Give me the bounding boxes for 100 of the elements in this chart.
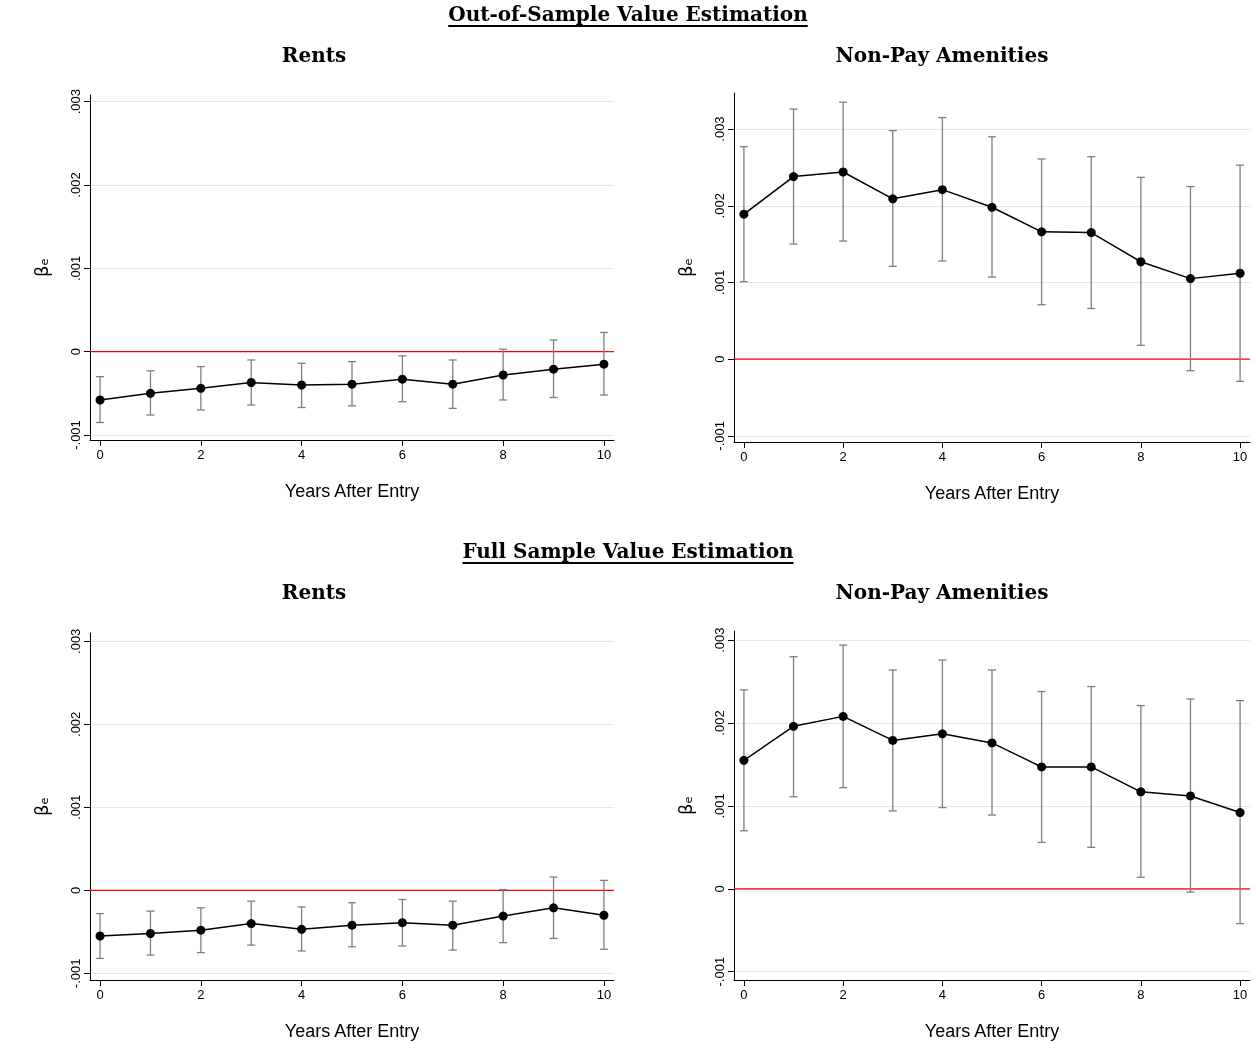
y-tick-label: .003 bbox=[712, 627, 727, 653]
y-tick-label: 0 bbox=[68, 886, 83, 894]
x-tick-label: 6 bbox=[398, 987, 406, 1002]
x-tick-label: 4 bbox=[938, 449, 946, 464]
point bbox=[196, 925, 206, 935]
x-tick-label: 0 bbox=[740, 987, 748, 1002]
y-tick-label: .001 bbox=[68, 794, 83, 820]
chart-title: Rents bbox=[281, 580, 347, 604]
x-tick-label: 6 bbox=[1038, 449, 1046, 464]
text: Full Sample Value Estimation bbox=[462, 539, 794, 563]
point bbox=[838, 167, 848, 177]
y-axis-title: βₑ bbox=[30, 258, 52, 277]
y-tick-label: .001 bbox=[712, 269, 727, 296]
x-tick-label: 6 bbox=[398, 447, 406, 462]
y-tick-label: -.001 bbox=[712, 956, 727, 987]
x-tick-label: 8 bbox=[499, 987, 507, 1002]
y-axis-title: βₑ bbox=[674, 258, 696, 277]
point bbox=[1185, 791, 1195, 801]
point bbox=[347, 379, 357, 389]
point bbox=[498, 911, 508, 921]
point bbox=[1037, 227, 1047, 237]
y-tick-label: .001 bbox=[68, 255, 83, 281]
point bbox=[599, 359, 609, 369]
y-tick-label: -.001 bbox=[68, 420, 83, 450]
point bbox=[397, 374, 407, 384]
x-tick-label: 2 bbox=[197, 987, 205, 1002]
y-tick-label: .002 bbox=[68, 172, 83, 198]
point bbox=[1235, 808, 1245, 818]
x-axis-title: Years After Entry bbox=[284, 1021, 420, 1041]
point bbox=[599, 910, 609, 920]
x-tick-label: 8 bbox=[499, 447, 507, 462]
x-tick-label: 0 bbox=[96, 987, 104, 1002]
x-tick-label: 8 bbox=[1137, 449, 1145, 464]
point bbox=[145, 929, 155, 939]
y-axis-title: βₑ bbox=[674, 796, 696, 815]
x-tick-label: 6 bbox=[1038, 987, 1046, 1002]
x-axis-title: Years After Entry bbox=[924, 483, 1060, 503]
x-axis-title: Years After Entry bbox=[924, 1021, 1060, 1041]
point bbox=[888, 194, 898, 204]
point bbox=[1037, 762, 1047, 772]
y-tick-label: 0 bbox=[712, 885, 727, 893]
y-tick-label: .003 bbox=[68, 89, 83, 115]
point bbox=[739, 755, 749, 765]
point bbox=[498, 370, 508, 380]
point bbox=[297, 380, 307, 390]
chart-title: Non-Pay Amenities bbox=[835, 580, 1049, 604]
point bbox=[1185, 274, 1195, 284]
point bbox=[739, 209, 749, 219]
point bbox=[448, 920, 458, 930]
x-tick-label: 2 bbox=[839, 987, 847, 1002]
chart-title: Non-Pay Amenities bbox=[835, 43, 1049, 67]
y-tick-label: .002 bbox=[68, 711, 83, 737]
point bbox=[347, 920, 357, 930]
point bbox=[297, 924, 307, 934]
point bbox=[789, 172, 799, 182]
x-tick-label: 0 bbox=[740, 449, 748, 464]
y-axis-title: βₑ bbox=[30, 797, 52, 816]
y-tick-label: 0 bbox=[712, 355, 727, 363]
y-tick-label: .002 bbox=[712, 710, 727, 736]
y-tick-label: .001 bbox=[712, 793, 727, 819]
point bbox=[196, 383, 206, 393]
point bbox=[1235, 268, 1245, 278]
point bbox=[1136, 257, 1146, 267]
y-tick-label: 0 bbox=[68, 348, 83, 356]
point bbox=[549, 903, 559, 913]
point bbox=[246, 919, 256, 929]
x-tick-label: 4 bbox=[298, 447, 306, 462]
point bbox=[95, 931, 105, 941]
point bbox=[549, 364, 559, 374]
x-tick-label: 0 bbox=[96, 447, 104, 462]
point bbox=[937, 729, 947, 739]
point bbox=[1086, 228, 1096, 238]
point bbox=[95, 395, 105, 405]
x-tick-label: 10 bbox=[596, 987, 612, 1002]
x-tick-label: 4 bbox=[938, 987, 946, 1002]
x-tick-label: 4 bbox=[298, 987, 306, 1002]
point bbox=[1086, 762, 1096, 772]
x-tick-label: 10 bbox=[1232, 987, 1248, 1002]
point bbox=[145, 388, 155, 398]
x-axis-title: Years After Entry bbox=[284, 481, 420, 501]
y-tick-label: .002 bbox=[712, 193, 727, 219]
x-tick-label: 2 bbox=[839, 449, 847, 464]
chart-title: Rents bbox=[281, 43, 347, 67]
x-tick-label: 10 bbox=[1232, 449, 1248, 464]
point bbox=[246, 378, 256, 387]
point bbox=[987, 738, 997, 748]
point bbox=[987, 202, 997, 212]
point bbox=[937, 185, 947, 195]
x-tick-label: 2 bbox=[197, 447, 205, 462]
point bbox=[448, 379, 458, 389]
y-tick-label: .003 bbox=[712, 116, 727, 142]
point bbox=[1136, 787, 1146, 797]
x-tick-label: 10 bbox=[596, 447, 612, 462]
point bbox=[397, 918, 407, 928]
point bbox=[789, 721, 799, 731]
y-tick-label: -.001 bbox=[712, 421, 727, 451]
text: Out-of-Sample Value Estimation bbox=[448, 2, 808, 26]
point bbox=[838, 711, 848, 721]
y-tick-label: .003 bbox=[68, 628, 83, 654]
point bbox=[888, 735, 898, 745]
